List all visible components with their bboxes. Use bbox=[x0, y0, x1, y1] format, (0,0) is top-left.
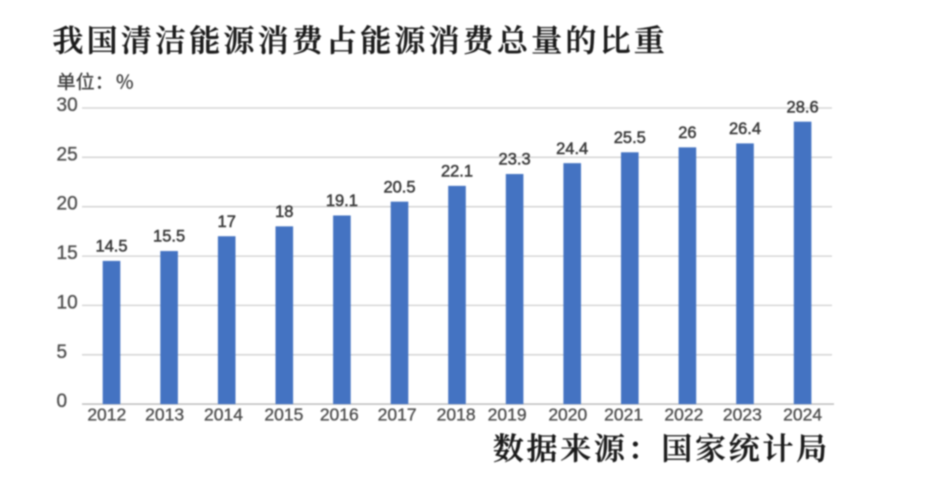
svg-text:2020: 2020 bbox=[548, 405, 587, 425]
svg-text:26: 26 bbox=[678, 124, 696, 142]
svg-text:30: 30 bbox=[57, 95, 78, 116]
svg-text:10: 10 bbox=[57, 292, 78, 313]
svg-text:2019: 2019 bbox=[488, 405, 527, 425]
svg-text:2013: 2013 bbox=[145, 405, 184, 425]
svg-text:2012: 2012 bbox=[87, 405, 126, 425]
svg-text:5: 5 bbox=[57, 342, 68, 363]
svg-text:0: 0 bbox=[57, 391, 68, 412]
svg-text:25.5: 25.5 bbox=[614, 129, 646, 147]
svg-text:20.5: 20.5 bbox=[383, 178, 415, 196]
svg-text:14.5: 14.5 bbox=[95, 238, 127, 256]
svg-text:18: 18 bbox=[275, 203, 293, 221]
svg-text:25: 25 bbox=[57, 144, 78, 165]
svg-text:28.6: 28.6 bbox=[787, 98, 819, 116]
svg-text:2022: 2022 bbox=[664, 405, 703, 425]
svg-text:20: 20 bbox=[57, 194, 78, 215]
svg-text:2014: 2014 bbox=[204, 405, 243, 425]
svg-text:17: 17 bbox=[218, 213, 236, 231]
svg-text:2015: 2015 bbox=[264, 405, 303, 425]
svg-text:2023: 2023 bbox=[723, 405, 762, 425]
svg-text:15: 15 bbox=[57, 243, 78, 264]
svg-text:2018: 2018 bbox=[437, 405, 476, 425]
svg-text:2021: 2021 bbox=[604, 405, 643, 425]
svg-text:24.4: 24.4 bbox=[556, 140, 588, 158]
svg-text:26.4: 26.4 bbox=[729, 120, 761, 138]
svg-text:2024: 2024 bbox=[783, 405, 822, 425]
svg-text:2016: 2016 bbox=[320, 405, 359, 425]
svg-text:2017: 2017 bbox=[378, 405, 417, 425]
svg-text:22.1: 22.1 bbox=[441, 163, 473, 181]
svg-text:19.1: 19.1 bbox=[326, 192, 358, 210]
svg-text:23.3: 23.3 bbox=[499, 151, 531, 169]
svg-text:15.5: 15.5 bbox=[153, 228, 185, 246]
